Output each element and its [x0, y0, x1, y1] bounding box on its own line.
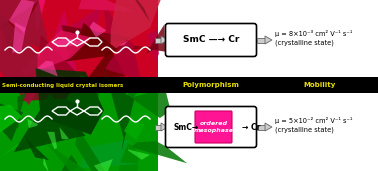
Text: → Cr: → Cr	[242, 122, 260, 131]
Polygon shape	[56, 6, 106, 52]
Polygon shape	[66, 76, 99, 115]
Polygon shape	[0, 105, 22, 133]
Text: Polymorphism: Polymorphism	[183, 82, 239, 88]
Polygon shape	[18, 35, 81, 101]
Polygon shape	[0, 138, 26, 158]
Bar	[155, 37, 161, 43]
Polygon shape	[9, 0, 35, 33]
Polygon shape	[44, 10, 79, 84]
Bar	[257, 37, 265, 43]
Polygon shape	[36, 68, 104, 135]
Polygon shape	[119, 0, 150, 22]
Bar	[0, 0, 158, 77]
Text: μ = 8×10⁻³ cm² V⁻¹ s⁻¹
(crystalline state): μ = 8×10⁻³ cm² V⁻¹ s⁻¹ (crystalline stat…	[275, 30, 352, 46]
Polygon shape	[16, 93, 26, 129]
Polygon shape	[27, 119, 38, 128]
Polygon shape	[52, 38, 84, 46]
Polygon shape	[114, 143, 138, 171]
Polygon shape	[146, 24, 168, 54]
Polygon shape	[105, 40, 141, 80]
Polygon shape	[87, 48, 125, 79]
Polygon shape	[25, 138, 49, 160]
Polygon shape	[161, 36, 168, 44]
Text: SmC —→ Cr: SmC —→ Cr	[183, 36, 239, 44]
Polygon shape	[1, 2, 39, 54]
Polygon shape	[124, 119, 145, 140]
Polygon shape	[79, 0, 134, 12]
Polygon shape	[12, 22, 26, 53]
Polygon shape	[131, 141, 187, 163]
Text: Semi-conducting liquid crystal isomers: Semi-conducting liquid crystal isomers	[2, 82, 123, 88]
Polygon shape	[80, 140, 144, 168]
Polygon shape	[60, 67, 75, 73]
Polygon shape	[22, 30, 92, 75]
Polygon shape	[147, 29, 159, 62]
Polygon shape	[94, 159, 113, 171]
Polygon shape	[47, 132, 57, 149]
Polygon shape	[39, 51, 41, 58]
Polygon shape	[62, 25, 133, 52]
Polygon shape	[59, 127, 69, 139]
Polygon shape	[134, 84, 157, 97]
Text: Mobility: Mobility	[304, 82, 336, 88]
Bar	[155, 124, 161, 129]
Polygon shape	[14, 94, 86, 152]
Polygon shape	[104, 69, 134, 152]
Polygon shape	[34, 0, 54, 31]
Polygon shape	[37, 61, 58, 77]
Bar	[0, 77, 378, 93]
Polygon shape	[128, 149, 150, 160]
Polygon shape	[0, 90, 23, 141]
Polygon shape	[265, 123, 272, 131]
Polygon shape	[104, 7, 122, 39]
Bar	[0, 93, 158, 171]
Text: μ = 5×10⁻² cm² V⁻¹ s⁻¹
(crystalline state): μ = 5×10⁻² cm² V⁻¹ s⁻¹ (crystalline stat…	[275, 117, 353, 133]
Polygon shape	[64, 23, 117, 62]
FancyBboxPatch shape	[166, 23, 257, 56]
Polygon shape	[75, 128, 106, 171]
Text: SmC→: SmC→	[173, 122, 198, 131]
Polygon shape	[99, 43, 155, 53]
Polygon shape	[46, 142, 91, 171]
Polygon shape	[90, 22, 107, 37]
Polygon shape	[43, 157, 49, 171]
Polygon shape	[119, 40, 129, 46]
Polygon shape	[58, 155, 78, 171]
Polygon shape	[110, 0, 162, 52]
Polygon shape	[146, 115, 156, 132]
Text: ordered
mesophase: ordered mesophase	[194, 121, 234, 133]
Polygon shape	[0, 0, 50, 51]
Polygon shape	[161, 123, 168, 131]
Polygon shape	[128, 81, 170, 118]
Polygon shape	[0, 8, 38, 105]
Polygon shape	[0, 38, 2, 93]
FancyBboxPatch shape	[195, 111, 232, 143]
Polygon shape	[0, 2, 8, 34]
Bar	[257, 124, 265, 129]
Polygon shape	[265, 36, 272, 44]
FancyBboxPatch shape	[166, 107, 257, 148]
